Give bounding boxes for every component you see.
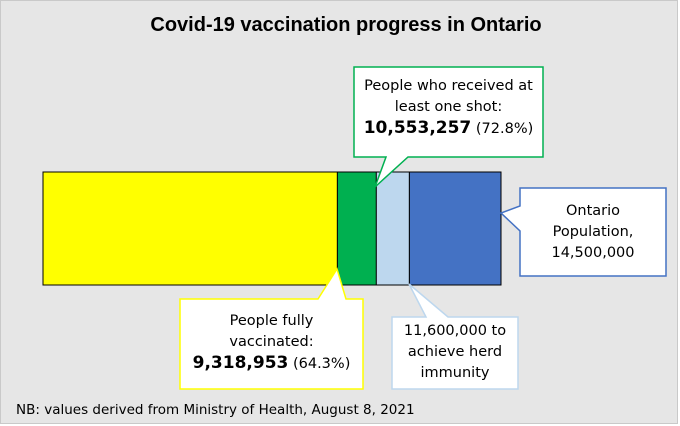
callout-one-shot-value: 10,553,257 xyxy=(363,118,472,138)
callout-one-shot-box xyxy=(353,66,544,188)
callout-fully-line2: vaccinated: xyxy=(229,334,314,350)
chart-title: Covid-19 vaccination progress in Ontario xyxy=(150,14,542,36)
stacked-bar xyxy=(42,171,502,286)
source-note: NB: values derived from Ministry of Heal… xyxy=(16,402,415,418)
callout-fully-text: People fully vaccinated: 9,318,953 (64.3… xyxy=(180,311,363,375)
callout-fully-pct: (64.3%) xyxy=(292,356,351,372)
bar-segment-1 xyxy=(42,171,338,286)
callout-fully-box xyxy=(179,267,364,390)
callout-one-shot-line2: least one shot: xyxy=(394,99,503,115)
callout-one-shot-value-row: 10,553,257 (72.8%) xyxy=(354,118,543,140)
bar-segment-4 xyxy=(408,171,502,286)
callout-fully-value-row: 9,318,953 (64.3%) xyxy=(180,353,363,375)
callout-fully-line1: People fully xyxy=(229,313,314,329)
callout-population-line3: 14,500,000 xyxy=(551,245,635,261)
callout-one-shot-line1: People who received at xyxy=(364,78,533,94)
bar-segment-3 xyxy=(375,171,410,286)
callout-population-text: Ontario Population, 14,500,000 xyxy=(520,201,666,264)
bar-segment-2 xyxy=(336,171,377,286)
callout-herd-line1: 11,600,000 to xyxy=(403,323,507,339)
callout-population-box xyxy=(499,187,667,277)
callout-herd-line3: immunity xyxy=(420,365,490,381)
callout-herd-text: 11,600,000 to achieve herd immunity xyxy=(392,321,518,384)
callout-one-shot-pct: (72.8%) xyxy=(475,121,534,137)
callout-herd-box xyxy=(391,283,519,390)
callout-population-line2: Population, xyxy=(552,224,634,240)
callout-herd-line2: achieve herd xyxy=(407,344,503,360)
callout-one-shot-text: People who received at least one shot: 1… xyxy=(354,76,543,140)
callout-fully-value: 9,318,953 xyxy=(192,353,289,373)
callout-population-line1: Ontario xyxy=(565,203,621,219)
